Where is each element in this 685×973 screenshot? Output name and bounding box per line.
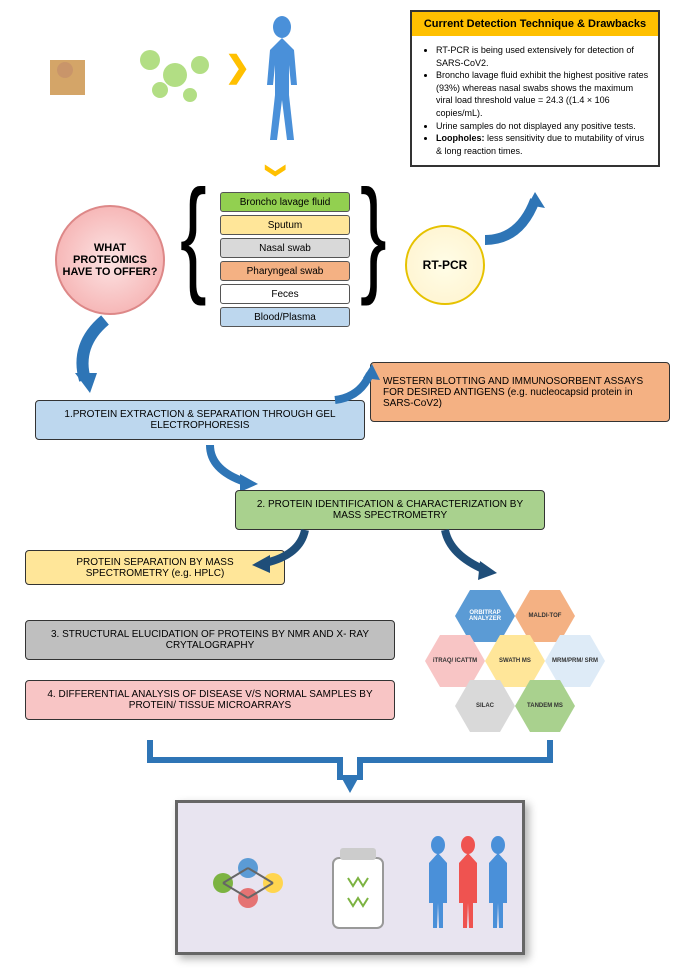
proteomics-circle: WHAT PROTEOMICS HAVE TO OFFER?	[55, 205, 165, 315]
hex-malditof: MALDI-TOF	[515, 590, 575, 642]
result-panel	[175, 800, 525, 955]
arrow-step2-hex	[435, 525, 505, 585]
sample-feces: Feces	[220, 284, 350, 304]
hex-silac: SILAC	[455, 680, 515, 732]
hex-orbitrap: ORBITRAP ANALYZER	[455, 590, 515, 642]
hplc-box: PROTEIN SEPARATION BY MASS SPECTROMETRY …	[25, 550, 285, 585]
step3-box: 3. STRUCTURAL ELUCIDATION OF PROTEINS BY…	[25, 620, 395, 660]
hex-mrm: MRM/PRM/ SRM	[545, 635, 605, 687]
arrow-step1-western	[330, 362, 390, 407]
step1-box: 1.PROTEIN EXTRACTION & SEPARATION THROUG…	[35, 400, 365, 440]
arrow-step1-down	[200, 440, 270, 495]
western-box: WESTERN BLOTTING AND IMMUNOSORBENT ASSAY…	[370, 362, 670, 422]
virus-source-icon	[50, 40, 120, 110]
arrow-proteomics-down	[65, 315, 135, 395]
sample-sputum: Sputum	[220, 215, 350, 235]
hex-itraq: iTRAQ/ ICATTM	[425, 635, 485, 687]
arrow-step2-hplc	[250, 525, 320, 575]
arrow-icon: ❯	[225, 50, 250, 85]
arrow-rtpcr-header	[480, 190, 560, 250]
left-bracket-icon: {	[180, 162, 207, 309]
step2-box: 2. PROTEIN IDENTIFICATION & CHARACTERIZA…	[235, 490, 545, 530]
header-title: Current Detection Technique & Drawbacks	[412, 12, 658, 36]
hex-swath: SWATH MS	[485, 635, 545, 687]
sample-pharyngeal: Pharyngeal swab	[220, 261, 350, 281]
sample-blood: Blood/Plasma	[220, 307, 350, 327]
right-bracket-icon: }	[360, 162, 387, 309]
converge-bracket	[140, 735, 560, 795]
header-panel: Current Detection Technique & Drawbacks …	[410, 10, 660, 167]
sample-broncho: Broncho lavage fluid	[220, 192, 350, 212]
sample-nasal: Nasal swab	[220, 238, 350, 258]
sample-list: Broncho lavage fluid Sputum Nasal swab P…	[220, 192, 350, 330]
chevron-down-icon: ❯	[264, 162, 289, 179]
step4-box: 4. DIFFERENTIAL ANALYSIS OF DISEASE V/S …	[25, 680, 395, 720]
virus-particles-icon	[130, 40, 220, 110]
header-bullets: RT-PCR is being used extensively for det…	[412, 36, 658, 165]
hex-tandem: TANDEM MS	[515, 680, 575, 732]
human-body-icon	[255, 15, 310, 145]
rtpcr-circle: RT-PCR	[405, 225, 485, 305]
